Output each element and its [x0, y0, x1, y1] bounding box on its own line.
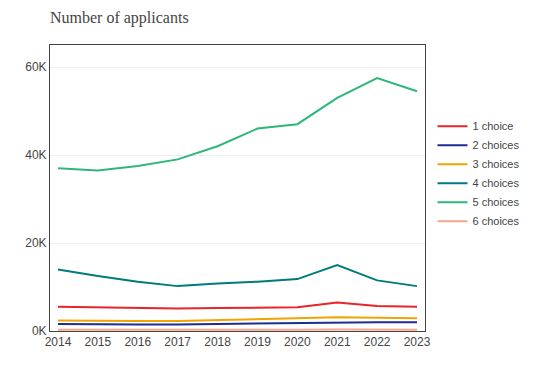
- svg-text:4 choices: 4 choices: [473, 177, 520, 189]
- svg-text:2014: 2014: [45, 335, 72, 349]
- svg-text:2022: 2022: [364, 335, 391, 349]
- svg-text:0K: 0K: [32, 324, 47, 338]
- svg-text:2015: 2015: [85, 335, 112, 349]
- svg-text:5 choices: 5 choices: [473, 196, 520, 208]
- svg-text:2018: 2018: [204, 335, 231, 349]
- svg-text:2016: 2016: [124, 335, 151, 349]
- svg-text:6 choices: 6 choices: [473, 215, 520, 227]
- svg-text:3 choices: 3 choices: [473, 158, 520, 170]
- svg-text:2 choices: 2 choices: [473, 139, 520, 151]
- svg-text:2021: 2021: [324, 335, 351, 349]
- svg-text:1 choice: 1 choice: [473, 120, 514, 132]
- svg-text:2017: 2017: [164, 335, 191, 349]
- svg-text:40K: 40K: [25, 148, 46, 162]
- svg-text:60K: 60K: [25, 60, 46, 74]
- svg-text:2020: 2020: [284, 335, 311, 349]
- svg-text:2023: 2023: [404, 335, 431, 349]
- svg-text:Number of applicants: Number of applicants: [50, 9, 189, 27]
- svg-text:20K: 20K: [25, 236, 46, 250]
- svg-text:2019: 2019: [244, 335, 271, 349]
